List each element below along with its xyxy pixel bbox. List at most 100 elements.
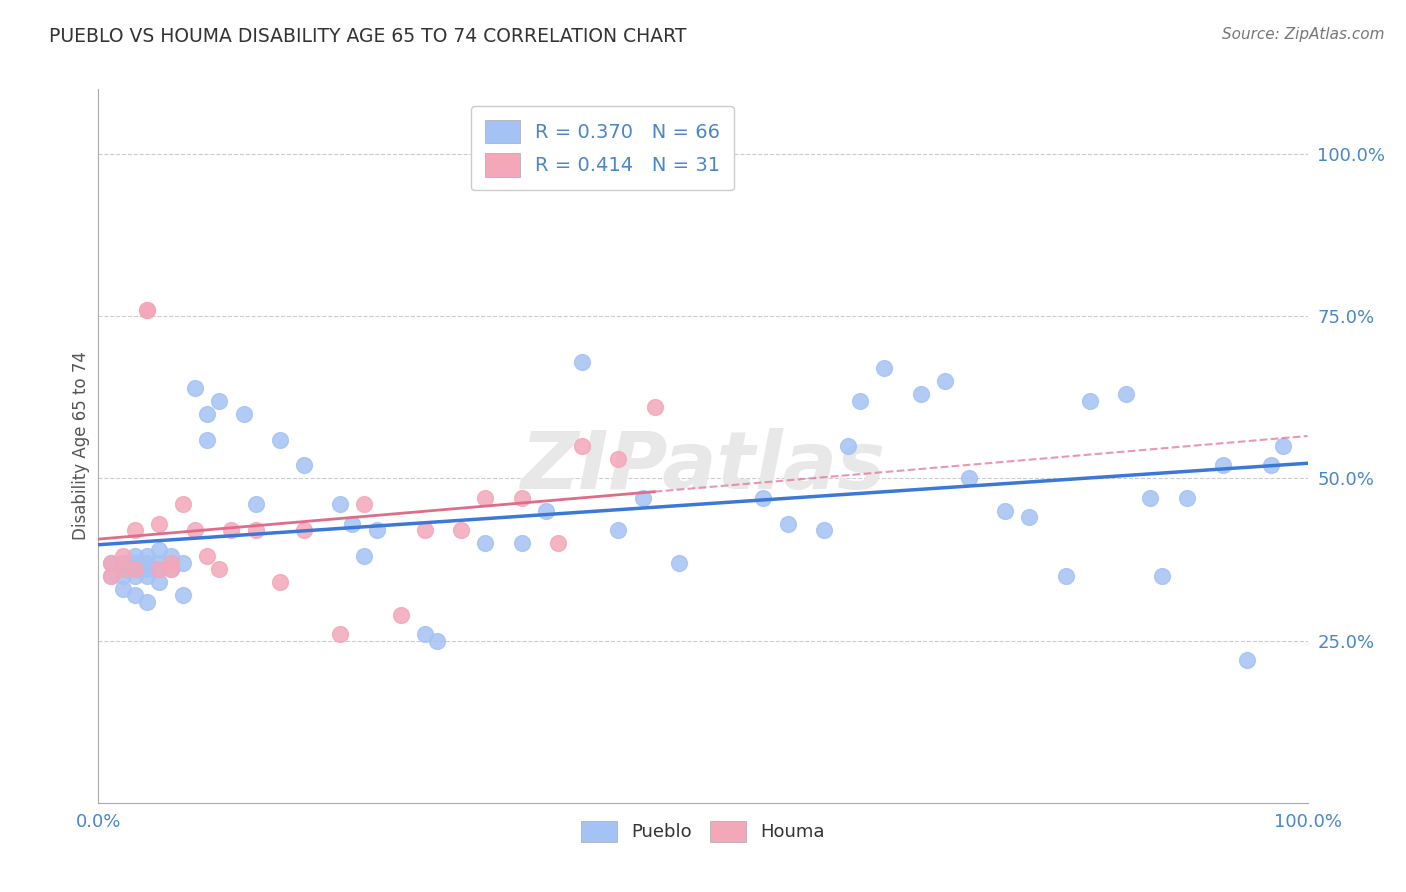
Point	[221, 524, 243, 538]
Point	[342, 516, 364, 531]
Point	[957, 471, 980, 485]
Point	[124, 568, 146, 582]
Point	[510, 536, 533, 550]
Point	[111, 562, 134, 576]
Point	[547, 536, 569, 550]
Point	[534, 504, 557, 518]
Point	[232, 407, 254, 421]
Point	[148, 542, 170, 557]
Point	[124, 524, 146, 538]
Point	[148, 516, 170, 531]
Point	[111, 582, 134, 596]
Point	[631, 491, 654, 505]
Point	[450, 524, 472, 538]
Point	[474, 536, 496, 550]
Point	[184, 381, 207, 395]
Point	[1139, 491, 1161, 505]
Point	[353, 549, 375, 564]
Point	[292, 524, 315, 538]
Point	[910, 387, 932, 401]
Point	[873, 361, 896, 376]
Point	[172, 588, 194, 602]
Point	[148, 562, 170, 576]
Point	[208, 393, 231, 408]
Point	[1272, 439, 1295, 453]
Point	[329, 497, 352, 511]
Point	[849, 393, 872, 408]
Point	[776, 516, 799, 531]
Point	[571, 439, 593, 453]
Point	[366, 524, 388, 538]
Point	[245, 497, 267, 511]
Point	[571, 354, 593, 368]
Point	[111, 568, 134, 582]
Point	[148, 556, 170, 570]
Point	[1054, 568, 1077, 582]
Point	[1115, 387, 1137, 401]
Point	[1175, 491, 1198, 505]
Point	[135, 595, 157, 609]
Point	[994, 504, 1017, 518]
Point	[813, 524, 835, 538]
Point	[111, 556, 134, 570]
Point	[148, 562, 170, 576]
Point	[124, 588, 146, 602]
Point	[148, 575, 170, 590]
Point	[135, 568, 157, 582]
Point	[329, 627, 352, 641]
Point	[607, 524, 630, 538]
Text: PUEBLO VS HOUMA DISABILITY AGE 65 TO 74 CORRELATION CHART: PUEBLO VS HOUMA DISABILITY AGE 65 TO 74 …	[49, 27, 686, 45]
Point	[644, 400, 666, 414]
Point	[100, 556, 122, 570]
Point	[510, 491, 533, 505]
Point	[135, 562, 157, 576]
Point	[474, 491, 496, 505]
Point	[160, 549, 183, 564]
Point	[837, 439, 859, 453]
Point	[135, 302, 157, 317]
Point	[1152, 568, 1174, 582]
Point	[292, 458, 315, 473]
Point	[184, 524, 207, 538]
Point	[160, 562, 183, 576]
Text: Source: ZipAtlas.com: Source: ZipAtlas.com	[1222, 27, 1385, 42]
Point	[413, 627, 436, 641]
Point	[413, 524, 436, 538]
Point	[100, 556, 122, 570]
Point	[111, 562, 134, 576]
Point	[1078, 393, 1101, 408]
Point	[389, 607, 412, 622]
Point	[668, 556, 690, 570]
Legend: Pueblo, Houma: Pueblo, Houma	[572, 812, 834, 851]
Point	[124, 562, 146, 576]
Point	[426, 633, 449, 648]
Point	[135, 302, 157, 317]
Point	[135, 549, 157, 564]
Point	[124, 549, 146, 564]
Point	[111, 549, 134, 564]
Point	[1236, 653, 1258, 667]
Point	[124, 556, 146, 570]
Text: ZIPatlas: ZIPatlas	[520, 428, 886, 507]
Point	[934, 374, 956, 388]
Point	[172, 556, 194, 570]
Point	[1260, 458, 1282, 473]
Point	[124, 562, 146, 576]
Point	[195, 549, 218, 564]
Point	[195, 433, 218, 447]
Point	[135, 556, 157, 570]
Point	[100, 568, 122, 582]
Y-axis label: Disability Age 65 to 74: Disability Age 65 to 74	[72, 351, 90, 541]
Point	[353, 497, 375, 511]
Point	[269, 433, 291, 447]
Point	[160, 556, 183, 570]
Point	[1212, 458, 1234, 473]
Point	[245, 524, 267, 538]
Point	[172, 497, 194, 511]
Point	[607, 452, 630, 467]
Point	[100, 568, 122, 582]
Point	[269, 575, 291, 590]
Point	[195, 407, 218, 421]
Point	[160, 562, 183, 576]
Point	[1018, 510, 1040, 524]
